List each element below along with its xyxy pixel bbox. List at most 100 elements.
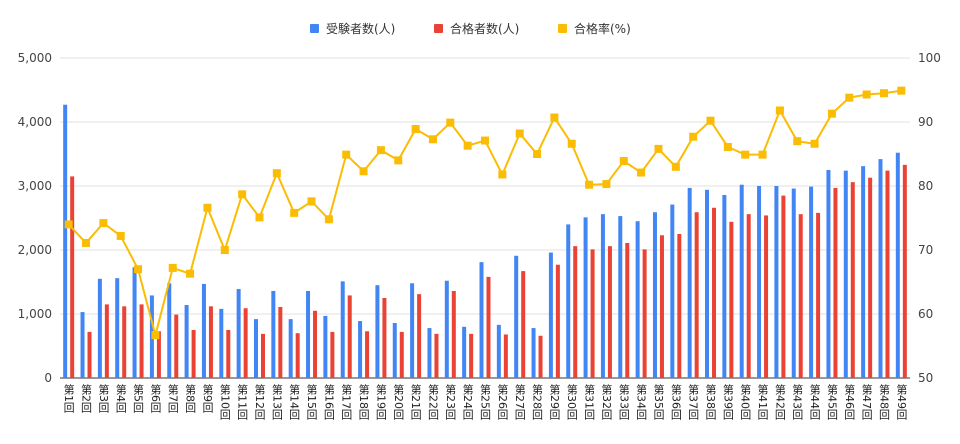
bar-passers [156, 331, 161, 378]
rate-point [272, 169, 281, 178]
x-tick-label: 第14回 [288, 383, 301, 420]
gridlines [60, 57, 910, 379]
bar-passers [139, 304, 144, 378]
bar-examinees [462, 326, 467, 378]
bar-examinees [652, 212, 657, 378]
bar-examinees [895, 152, 900, 378]
x-tick-label: 第38回 [704, 383, 717, 420]
right-tick-label: 70 [918, 243, 933, 257]
rate-point [342, 150, 351, 159]
rate-point [99, 219, 108, 228]
rate-line [64, 86, 906, 340]
bar-passers [781, 195, 786, 378]
bar-passers [208, 306, 213, 378]
rate-point [255, 213, 264, 222]
bar-passers [278, 306, 283, 378]
x-tick-label: 第33回 [617, 383, 630, 420]
x-tick-label: 第12回 [253, 383, 266, 420]
x-axis: 第1回 第2回 第3回 第4回 第5回 第6回 第7回 第8回 第9回 第10回 第11回 第12回第… [62, 383, 908, 420]
bar-examinees [774, 186, 779, 378]
bar-examinees [340, 281, 345, 378]
x-tick-label: 第1回 [62, 383, 75, 413]
rate-point [775, 106, 784, 115]
bar-examinees [843, 170, 848, 378]
bar-passers [764, 215, 769, 378]
x-tick-label: 第9回 [201, 383, 214, 413]
rate-point [671, 162, 680, 171]
x-tick-label: 第43回 [791, 383, 804, 420]
bar-passers [590, 249, 595, 378]
bar-examinees [566, 224, 571, 378]
bar-examinees [184, 305, 189, 378]
x-tick-label: 第42回 [773, 383, 786, 420]
bar-passers [365, 331, 370, 378]
bar-examinees [219, 308, 224, 378]
right-tick-label: 50 [918, 371, 933, 385]
x-tick-label: 第31回 [583, 383, 596, 420]
x-tick-label: 第5回 [132, 383, 145, 413]
bar-examinees [496, 324, 501, 378]
x-tick-label: 第8回 [184, 383, 197, 413]
left-tick-label: 1,000 [18, 307, 52, 321]
rate-point [879, 89, 888, 98]
bar-examinees [757, 186, 762, 378]
right-tick-label: 80 [918, 179, 933, 193]
bar-examinees [722, 194, 727, 378]
bar-passers [868, 177, 873, 378]
bar-examinees [739, 184, 744, 378]
bar-passers [434, 333, 439, 378]
x-tick-label: 第48回 [877, 383, 890, 420]
bar-passers [174, 314, 179, 378]
x-tick-label: 第17回 [340, 383, 353, 420]
x-tick-label: 第32回 [600, 383, 613, 420]
x-tick-label: 第2回 [80, 383, 93, 413]
left-tick-label: 4,000 [18, 115, 52, 129]
rate-point [515, 129, 524, 138]
bar-examinees [236, 289, 241, 378]
bar-passers [555, 264, 560, 378]
bar-examinees [253, 319, 258, 378]
x-tick-label: 第3回 [97, 383, 110, 413]
bar-passers [816, 212, 821, 378]
bar-examinees [63, 104, 68, 378]
bar-passers [573, 246, 578, 378]
rate-point [793, 137, 802, 146]
rate-point [446, 118, 455, 127]
x-tick-label: 第24回 [461, 383, 474, 420]
rate-point [82, 238, 91, 247]
bar-passers [104, 304, 109, 378]
rate-point [134, 265, 143, 274]
rate-point [220, 246, 229, 254]
bar-passers [885, 170, 890, 378]
rate-point [845, 93, 854, 102]
x-tick-label: 第37回 [687, 383, 700, 420]
rate-point [186, 269, 195, 278]
x-tick-label: 第39回 [721, 383, 734, 420]
bar-examinees [861, 166, 866, 378]
rate-point [307, 197, 316, 206]
rate-point [862, 90, 871, 99]
rate-point [689, 132, 698, 141]
right-tick-label: 100 [918, 51, 941, 65]
legend-label: 合格率(%) [574, 21, 631, 36]
right-tick-label: 90 [918, 115, 933, 129]
bar-examinees [791, 188, 796, 378]
bar-examinees [132, 267, 137, 378]
bar-passers [330, 331, 335, 378]
bar-passers [729, 221, 734, 378]
bar-examinees [531, 328, 536, 378]
x-tick-label: 第22回 [426, 383, 439, 420]
legend-label: 合格者数(人) [450, 21, 519, 36]
bar-examinees [201, 283, 206, 378]
bar-passers [122, 306, 127, 378]
bar-examinees [323, 315, 328, 378]
bar-examinees [271, 290, 276, 378]
rate-point [168, 263, 177, 272]
legend: 受験者数(人) 合格者数(人) 合格率(%) [310, 21, 631, 36]
bar-examinees [687, 187, 692, 378]
rate-point [706, 116, 715, 125]
left-tick-label: 3,000 [18, 179, 52, 193]
bar-passers [417, 294, 422, 378]
bar-passers [295, 333, 300, 378]
bar-passers [712, 207, 717, 378]
